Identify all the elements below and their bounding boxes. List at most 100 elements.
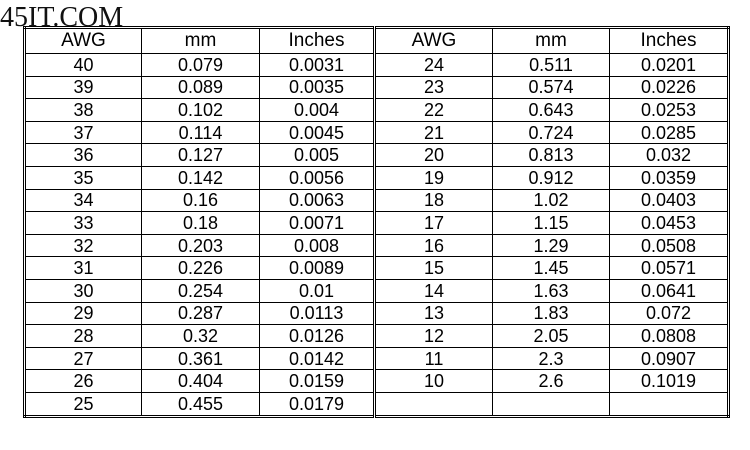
table-cell: 2.3 bbox=[492, 346, 610, 371]
table-cell: 0.0063 bbox=[259, 188, 376, 213]
table-cell: 11 bbox=[374, 346, 493, 371]
watermark: 45IT.COM bbox=[0, 2, 124, 33]
table-cell: 14 bbox=[374, 278, 493, 303]
table-cell: 10 bbox=[374, 369, 493, 393]
table-cell: 30 bbox=[24, 278, 142, 303]
table-cell: 0.226 bbox=[141, 256, 260, 280]
table-cell: 0.079 bbox=[141, 53, 260, 77]
header-cell: mm bbox=[141, 27, 260, 54]
table-cell: 32 bbox=[24, 233, 142, 258]
table-row: 40 0.079 0.0031 24 0.511 0.0201 bbox=[24, 53, 729, 77]
table-row: 26 0.404 0.0159 10 2.6 0.1019 bbox=[24, 369, 729, 393]
header-cell: mm bbox=[492, 27, 610, 54]
table-cell: 16 bbox=[374, 233, 493, 258]
table-cell: 0.912 bbox=[492, 165, 610, 190]
header-row: AWG mm Inches AWG mm Inches bbox=[24, 27, 729, 54]
table-cell: 0.0285 bbox=[609, 120, 729, 145]
table-cell: 0.0226 bbox=[609, 75, 729, 100]
table-cell: 0.0808 bbox=[609, 324, 729, 348]
table-cell: 0.18 bbox=[141, 211, 260, 235]
table-cell: 0.813 bbox=[492, 143, 610, 167]
table-cell: 0.404 bbox=[141, 369, 260, 393]
table-cell: 0.0253 bbox=[609, 98, 729, 122]
table-cell: 0.0126 bbox=[259, 324, 376, 348]
table-cell: 0.0045 bbox=[259, 120, 376, 145]
table-cell: 37 bbox=[24, 120, 142, 145]
table-cell: 0.455 bbox=[141, 391, 260, 417]
table-cell: 15 bbox=[374, 256, 493, 280]
table-cell: 12 bbox=[374, 324, 493, 348]
table-cell: 0.203 bbox=[141, 233, 260, 258]
table-row: 30 0.254 0.01 14 1.63 0.0641 bbox=[24, 278, 729, 303]
table-row: 27 0.361 0.0142 11 2.3 0.0907 bbox=[24, 346, 729, 371]
table-cell: 0.1019 bbox=[609, 369, 729, 393]
table-cell: 0.142 bbox=[141, 165, 260, 190]
table-cell: 0.16 bbox=[141, 188, 260, 213]
table-cell: 0.0359 bbox=[609, 165, 729, 190]
table-cell: 0.114 bbox=[141, 120, 260, 145]
table-cell: 0.0113 bbox=[259, 301, 376, 326]
table-row: 28 0.32 0.0126 12 2.05 0.0808 bbox=[24, 324, 729, 348]
table-cell: 0.0071 bbox=[259, 211, 376, 235]
table-cell: 1.45 bbox=[492, 256, 610, 280]
empty-cell bbox=[609, 391, 729, 417]
table-row: 37 0.114 0.0045 21 0.724 0.0285 bbox=[24, 120, 729, 145]
table-cell: 0.032 bbox=[609, 143, 729, 167]
table-row: 32 0.203 0.008 16 1.29 0.0508 bbox=[24, 233, 729, 258]
table-cell: 26 bbox=[24, 369, 142, 393]
table-cell: 0.127 bbox=[141, 143, 260, 167]
table-cell: 0.0641 bbox=[609, 278, 729, 303]
table-cell: 18 bbox=[374, 188, 493, 213]
table-cell: 13 bbox=[374, 301, 493, 326]
table-cell: 0.0035 bbox=[259, 75, 376, 100]
table-cell: 0.0159 bbox=[259, 369, 376, 393]
table-cell: 0.004 bbox=[259, 98, 376, 122]
table-cell: 0.361 bbox=[141, 346, 260, 371]
table-cell: 0.089 bbox=[141, 75, 260, 100]
table-cell: 17 bbox=[374, 211, 493, 235]
header-cell: AWG bbox=[24, 27, 142, 54]
table-cell: 40 bbox=[24, 53, 142, 77]
table-cell: 21 bbox=[374, 120, 493, 145]
header-cell: Inches bbox=[259, 27, 376, 54]
table-cell: 0.32 bbox=[141, 324, 260, 348]
table-row: 39 0.089 0.0035 23 0.574 0.0226 bbox=[24, 75, 729, 100]
table-row: 25 0.455 0.0179 bbox=[24, 391, 729, 417]
table-row: 29 0.287 0.0113 13 1.83 0.072 bbox=[24, 301, 729, 326]
table-cell: 0.0907 bbox=[609, 346, 729, 371]
table-cell: 25 bbox=[24, 391, 142, 417]
header-cell: AWG bbox=[374, 27, 493, 54]
table-cell: 1.15 bbox=[492, 211, 610, 235]
table-cell: 0.511 bbox=[492, 53, 610, 77]
table-cell: 0.0403 bbox=[609, 188, 729, 213]
table-cell: 19 bbox=[374, 165, 493, 190]
table-cell: 0.643 bbox=[492, 98, 610, 122]
table-cell: 0.287 bbox=[141, 301, 260, 326]
table-cell: 29 bbox=[24, 301, 142, 326]
table-cell: 20 bbox=[374, 143, 493, 167]
table-cell: 0.0089 bbox=[259, 256, 376, 280]
table-cell: 0.0571 bbox=[609, 256, 729, 280]
table-cell: 0.072 bbox=[609, 301, 729, 326]
table-cell: 2.6 bbox=[492, 369, 610, 393]
table-cell: 31 bbox=[24, 256, 142, 280]
empty-cell bbox=[374, 391, 493, 417]
table-cell: 1.83 bbox=[492, 301, 610, 326]
table-cell: 23 bbox=[374, 75, 493, 100]
table-row: 31 0.226 0.0089 15 1.45 0.0571 bbox=[24, 256, 729, 280]
table-cell: 0.102 bbox=[141, 98, 260, 122]
table-row: 33 0.18 0.0071 17 1.15 0.0453 bbox=[24, 211, 729, 235]
awg-table: AWG mm Inches AWG mm Inches 40 0.079 0.0031 24 0.5… bbox=[23, 26, 730, 418]
table-cell: 24 bbox=[374, 53, 493, 77]
table-row: 35 0.142 0.0056 19 0.912 0.0359 bbox=[24, 165, 729, 190]
table-row: 34 0.16 0.0063 18 1.02 0.0403 bbox=[24, 188, 729, 213]
table-cell: 0.0201 bbox=[609, 53, 729, 77]
table-cell: 33 bbox=[24, 211, 142, 235]
table-cell: 1.29 bbox=[492, 233, 610, 258]
table-cell: 0.0142 bbox=[259, 346, 376, 371]
table-cell: 28 bbox=[24, 324, 142, 348]
table-cell: 1.02 bbox=[492, 188, 610, 213]
table-cell: 39 bbox=[24, 75, 142, 100]
table-row: 36 0.127 0.005 20 0.813 0.032 bbox=[24, 143, 729, 167]
